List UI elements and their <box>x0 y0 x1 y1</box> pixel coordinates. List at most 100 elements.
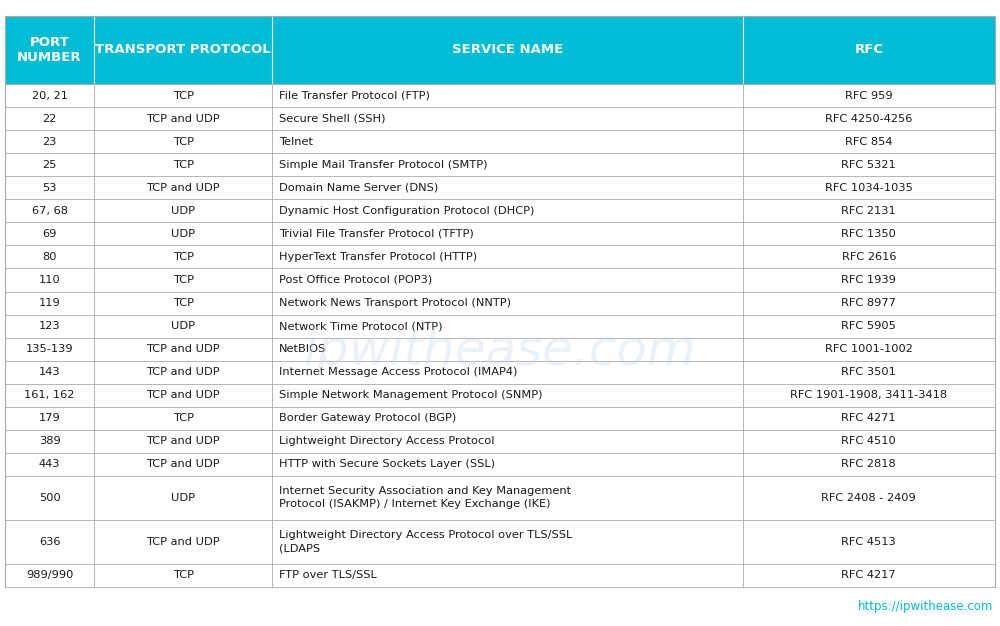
Text: 22: 22 <box>42 113 57 123</box>
Text: TCP and UDP: TCP and UDP <box>146 436 220 446</box>
Text: RFC 4217: RFC 4217 <box>841 570 896 580</box>
Bar <box>5 130 995 153</box>
Bar <box>5 520 995 563</box>
Text: HyperText Transfer Protocol (HTTP): HyperText Transfer Protocol (HTTP) <box>279 252 477 262</box>
Text: TCP and UDP: TCP and UDP <box>146 113 220 123</box>
Bar <box>5 222 995 245</box>
Bar <box>5 430 995 453</box>
Text: TCP: TCP <box>173 136 194 146</box>
Text: 23: 23 <box>42 136 57 146</box>
Bar <box>5 177 995 199</box>
Bar <box>5 292 995 314</box>
Text: RFC 3501: RFC 3501 <box>841 367 896 377</box>
Text: 20, 21: 20, 21 <box>32 91 68 101</box>
Text: TCP: TCP <box>173 252 194 262</box>
Text: 119: 119 <box>39 298 60 308</box>
Text: Border Gateway Protocol (BGP): Border Gateway Protocol (BGP) <box>279 413 457 423</box>
Text: RFC 4510: RFC 4510 <box>841 436 896 446</box>
Text: 389: 389 <box>39 436 60 446</box>
Text: Internet Security Association and Key Management
Protocol (ISAKMP) / Internet Ke: Internet Security Association and Key Ma… <box>279 486 571 509</box>
Bar <box>5 84 995 107</box>
Text: RFC 1350: RFC 1350 <box>841 229 896 239</box>
Bar <box>5 16 995 84</box>
Bar <box>5 107 995 130</box>
Text: TCP and UDP: TCP and UDP <box>146 183 220 193</box>
Bar <box>5 453 995 476</box>
Text: 80: 80 <box>42 252 57 262</box>
Text: UDP: UDP <box>171 206 195 216</box>
Bar <box>5 337 995 361</box>
Text: TCP: TCP <box>173 275 194 285</box>
Bar <box>5 269 995 292</box>
Text: FTP over TLS/SSL: FTP over TLS/SSL <box>279 570 377 580</box>
Text: 123: 123 <box>39 321 60 331</box>
Text: TRANSPORT PROTOCOL: TRANSPORT PROTOCOL <box>95 43 271 56</box>
Text: ipwithease.com: ipwithease.com <box>304 327 696 374</box>
Bar <box>5 314 995 337</box>
Text: Lightweight Directory Access Protocol over TLS/SSL
(LDAPS: Lightweight Directory Access Protocol ov… <box>279 530 573 553</box>
Text: TCP: TCP <box>173 91 194 101</box>
Text: RFC 2408 - 2409: RFC 2408 - 2409 <box>821 493 916 503</box>
Text: Network News Transport Protocol (NNTP): Network News Transport Protocol (NNTP) <box>279 298 511 308</box>
Text: UDP: UDP <box>171 229 195 239</box>
Text: UDP: UDP <box>171 321 195 331</box>
Text: UDP: UDP <box>171 493 195 503</box>
Text: RFC 5905: RFC 5905 <box>841 321 896 331</box>
Bar <box>5 476 995 520</box>
Bar <box>5 153 995 177</box>
Bar <box>5 563 995 587</box>
Text: TCP: TCP <box>173 298 194 308</box>
Text: PORT
NUMBER: PORT NUMBER <box>17 36 82 64</box>
Text: RFC 1901-1908, 3411-3418: RFC 1901-1908, 3411-3418 <box>790 390 947 400</box>
Text: TCP: TCP <box>173 160 194 170</box>
Text: 25: 25 <box>42 160 57 170</box>
Text: Simple Mail Transfer Protocol (SMTP): Simple Mail Transfer Protocol (SMTP) <box>279 160 488 170</box>
Text: 53: 53 <box>42 183 57 193</box>
Text: SERVICE NAME: SERVICE NAME <box>452 43 563 56</box>
Text: RFC 2131: RFC 2131 <box>841 206 896 216</box>
Text: TCP and UDP: TCP and UDP <box>146 459 220 470</box>
Text: Lightweight Directory Access Protocol: Lightweight Directory Access Protocol <box>279 436 495 446</box>
Text: Simple Network Management Protocol (SNMP): Simple Network Management Protocol (SNMP… <box>279 390 543 400</box>
Text: TCP and UDP: TCP and UDP <box>146 390 220 400</box>
Text: RFC 854: RFC 854 <box>845 136 893 146</box>
Text: TCP: TCP <box>173 413 194 423</box>
Text: RFC 959: RFC 959 <box>845 91 893 101</box>
Text: TCP and UDP: TCP and UDP <box>146 344 220 354</box>
Text: RFC 2616: RFC 2616 <box>842 252 896 262</box>
Text: File Transfer Protocol (FTP): File Transfer Protocol (FTP) <box>279 91 430 101</box>
Text: 636: 636 <box>39 536 60 546</box>
Text: 179: 179 <box>39 413 60 423</box>
Text: Internet Message Access Protocol (IMAP4): Internet Message Access Protocol (IMAP4) <box>279 367 518 377</box>
Text: RFC 4271: RFC 4271 <box>841 413 896 423</box>
Text: Post Office Protocol (POP3): Post Office Protocol (POP3) <box>279 275 433 285</box>
Bar <box>5 245 995 269</box>
Text: RFC 1939: RFC 1939 <box>841 275 896 285</box>
Text: 500: 500 <box>39 493 60 503</box>
Text: Domain Name Server (DNS): Domain Name Server (DNS) <box>279 183 439 193</box>
Bar <box>5 199 995 222</box>
Text: 135-139: 135-139 <box>26 344 73 354</box>
Text: 161, 162: 161, 162 <box>24 390 75 400</box>
Text: RFC 5321: RFC 5321 <box>841 160 896 170</box>
Text: RFC 8977: RFC 8977 <box>841 298 896 308</box>
Bar <box>5 361 995 384</box>
Bar <box>5 384 995 407</box>
Text: 110: 110 <box>39 275 60 285</box>
Text: Telnet: Telnet <box>279 136 313 146</box>
Text: RFC: RFC <box>854 43 883 56</box>
Text: Dynamic Host Configuration Protocol (DHCP): Dynamic Host Configuration Protocol (DHC… <box>279 206 535 216</box>
Text: RFC 2818: RFC 2818 <box>841 459 896 470</box>
Text: RFC 4513: RFC 4513 <box>841 536 896 546</box>
Text: 989/990: 989/990 <box>26 570 73 580</box>
Text: Secure Shell (SSH): Secure Shell (SSH) <box>279 113 386 123</box>
Text: NetBIOS: NetBIOS <box>279 344 327 354</box>
Text: 143: 143 <box>39 367 60 377</box>
Text: RFC 4250-4256: RFC 4250-4256 <box>825 113 912 123</box>
Text: 443: 443 <box>39 459 60 470</box>
Text: TCP: TCP <box>173 570 194 580</box>
Text: Network Time Protocol (NTP): Network Time Protocol (NTP) <box>279 321 443 331</box>
Bar <box>5 407 995 430</box>
Text: 67, 68: 67, 68 <box>32 206 68 216</box>
Text: TCP and UDP: TCP and UDP <box>146 367 220 377</box>
